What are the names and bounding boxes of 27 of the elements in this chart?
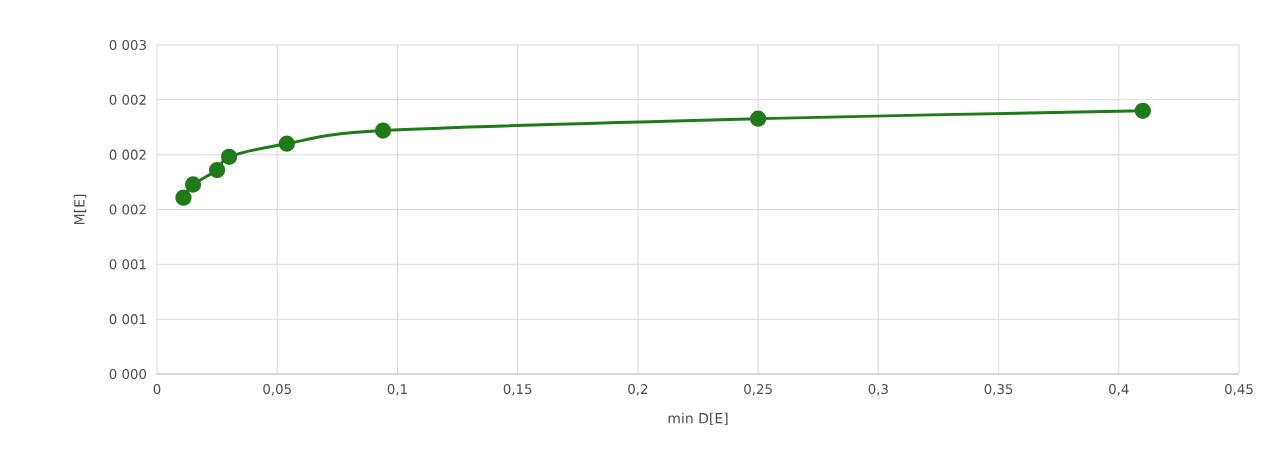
x-tick-label: 0,45 xyxy=(1225,384,1253,396)
x-tick-label: 0 xyxy=(153,384,161,395)
x-tick-label: 0,15 xyxy=(503,384,532,396)
text: 0 001 xyxy=(109,314,146,325)
text: 0 002 xyxy=(109,94,146,105)
point xyxy=(175,189,192,206)
point xyxy=(1134,102,1151,119)
x-axis-title: min D[E] xyxy=(668,412,728,426)
x-tick-label: 0,25 xyxy=(744,384,772,396)
x-tick-label: 0,35 xyxy=(984,384,1013,396)
y-axis-title: M[E] xyxy=(73,194,87,225)
point xyxy=(221,148,238,165)
text: 0 002 xyxy=(109,204,146,215)
x-tick-label: 0,2 xyxy=(628,384,648,396)
point xyxy=(184,176,202,193)
x-tick-label: 0,1 xyxy=(387,384,407,396)
text: 0 003 xyxy=(109,39,146,51)
point xyxy=(374,122,392,139)
text: 0 000 xyxy=(109,368,147,380)
point xyxy=(278,135,295,152)
x-tick-label: 0,4 xyxy=(1109,384,1129,396)
point xyxy=(208,161,226,179)
x-tick-label: 0,3 xyxy=(868,384,888,396)
text: 0 001 xyxy=(109,259,146,270)
x-tick-label: 0,05 xyxy=(263,384,291,396)
point xyxy=(749,110,767,127)
text: 0 002 xyxy=(109,149,146,160)
